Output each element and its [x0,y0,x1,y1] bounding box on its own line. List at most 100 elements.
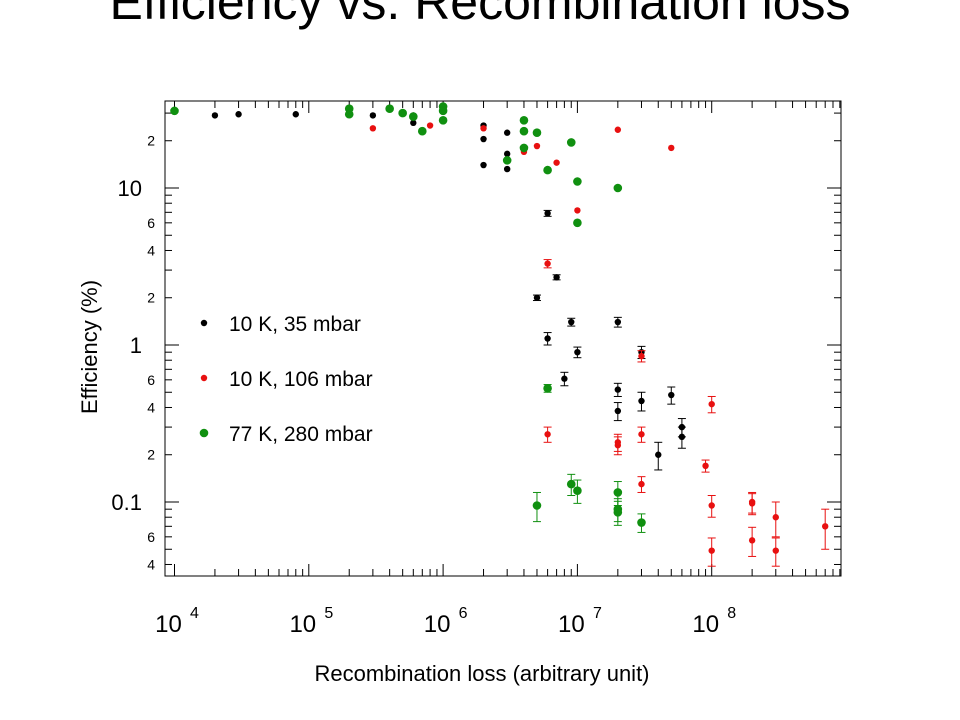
data-point [638,480,645,488]
x-tick-exponent: 5 [324,605,333,622]
data-point [532,128,542,138]
data-point [702,462,709,470]
legend-marker [199,428,209,438]
y-minor-tick-label: 2 [147,447,155,463]
y-minor-tick-label: 4 [147,556,155,572]
data-point [292,111,299,118]
plot-frame [164,100,842,577]
series-3 [170,102,646,533]
x-tick-label: 10 [155,611,182,638]
data-point [532,501,542,510]
data-point [568,318,575,326]
data-point [613,183,623,193]
data-point [211,112,219,119]
y-minor-tick-label: 2 [147,290,155,306]
data-point [544,431,551,438]
series-1 [211,111,686,471]
data-point [503,165,511,173]
data-point [772,514,779,521]
x-tick-exponent: 8 [727,605,736,622]
data-point [553,159,560,166]
y-minor-tick-label: 6 [147,215,155,231]
data-point [668,144,675,152]
data-point [614,386,622,393]
x-tick-exponent: 7 [593,605,602,622]
data-point [480,125,487,132]
y-tick-label: 10 [118,176,142,201]
data-point [502,156,512,165]
data-point [574,207,581,214]
data-point [708,547,715,554]
data-point [573,177,582,186]
x-tick-label: 10 [424,611,451,638]
data-point [543,383,552,393]
data-point [344,109,354,119]
data-point [398,108,407,118]
data-point [613,488,623,497]
data-point [678,433,686,441]
data-point [503,129,511,136]
x-tick-label: 10 [558,611,585,638]
slide-title: Efficiency vs. Recombination loss [109,0,851,30]
legend-label: 10 K, 35 mbar [229,313,361,336]
data-point [573,218,582,228]
data-point [385,104,394,113]
tick-labels: 10 4 10 5 10 6 10 7 10 8 10 1 0.1 2 6 4 2 6 4 2 6 4 [111,133,736,638]
data-point [480,161,487,169]
x-tick-label: 10 [692,611,719,638]
series-2 [369,122,830,567]
axis-ticks [165,101,841,576]
data-point [708,502,715,509]
data-point [369,112,377,119]
data-point [561,375,568,382]
data-point [438,106,448,116]
data-point [614,318,622,326]
data-point [544,335,551,342]
data-point [519,143,529,153]
data-point [369,125,377,132]
data-point [503,150,511,158]
data-point [409,112,418,121]
data-point [519,115,529,125]
legend-label: 10 K, 106 mbar [229,368,373,391]
legend-marker [200,319,208,327]
legend-marker [200,374,208,382]
data-point [426,122,434,129]
y-minor-tick-label: 4 [147,399,155,415]
data-point [410,119,417,127]
data-point [438,115,448,125]
y-minor-tick-label: 4 [147,242,155,258]
y-tick-label: 1 [130,333,142,358]
data-point [170,106,179,116]
legend: 10 K, 35 mbar 10 K, 106 mbar 77 K, 280 mba… [199,313,373,446]
data-point [772,547,779,554]
data-point [668,391,675,399]
data-point [544,210,551,217]
data-point [638,397,645,405]
y-minor-tick-label: 2 [147,133,155,149]
data-point [553,274,560,281]
y-axis-label: Efficiency (%) [77,280,102,414]
data-point [566,138,576,147]
data-point [543,165,552,175]
data-point [614,442,622,449]
data-point [574,348,581,356]
y-tick-label: 0.1 [111,490,142,515]
data-point [638,352,645,360]
y-minor-tick-label: 6 [147,372,155,388]
data-point [566,479,576,489]
data-point [748,500,756,507]
data-point [638,431,645,438]
data-point [480,135,487,143]
data-point [519,126,529,136]
data-point [613,507,623,517]
data-point [417,126,427,136]
data-point [614,126,622,133]
data-point [614,407,622,415]
x-tick-label: 10 [289,611,316,638]
data-marks [170,102,830,567]
x-tick-exponent: 4 [190,605,199,622]
data-point [533,142,541,150]
data-point [544,260,551,267]
data-point [655,451,662,458]
